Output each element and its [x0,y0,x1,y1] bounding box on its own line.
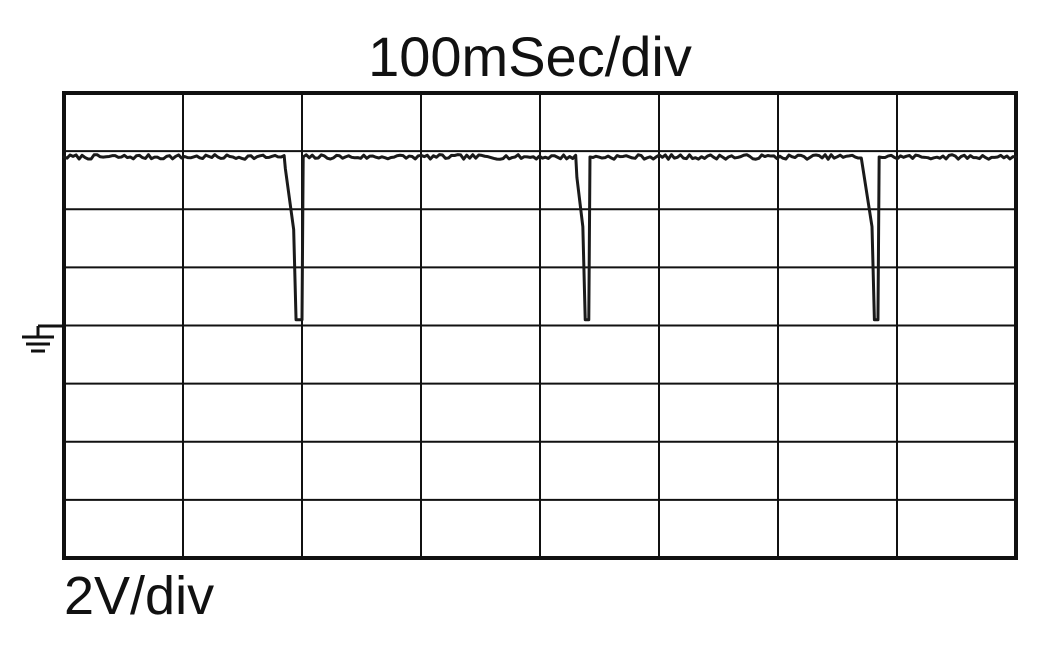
grid [62,91,1018,560]
trace-layer [62,153,1018,322]
y-scale-label: 2V/div [64,566,214,626]
ground-symbol-icon [22,324,64,353]
signal-trace [62,153,1018,322]
chart-title: 100mSec/div [368,25,692,88]
